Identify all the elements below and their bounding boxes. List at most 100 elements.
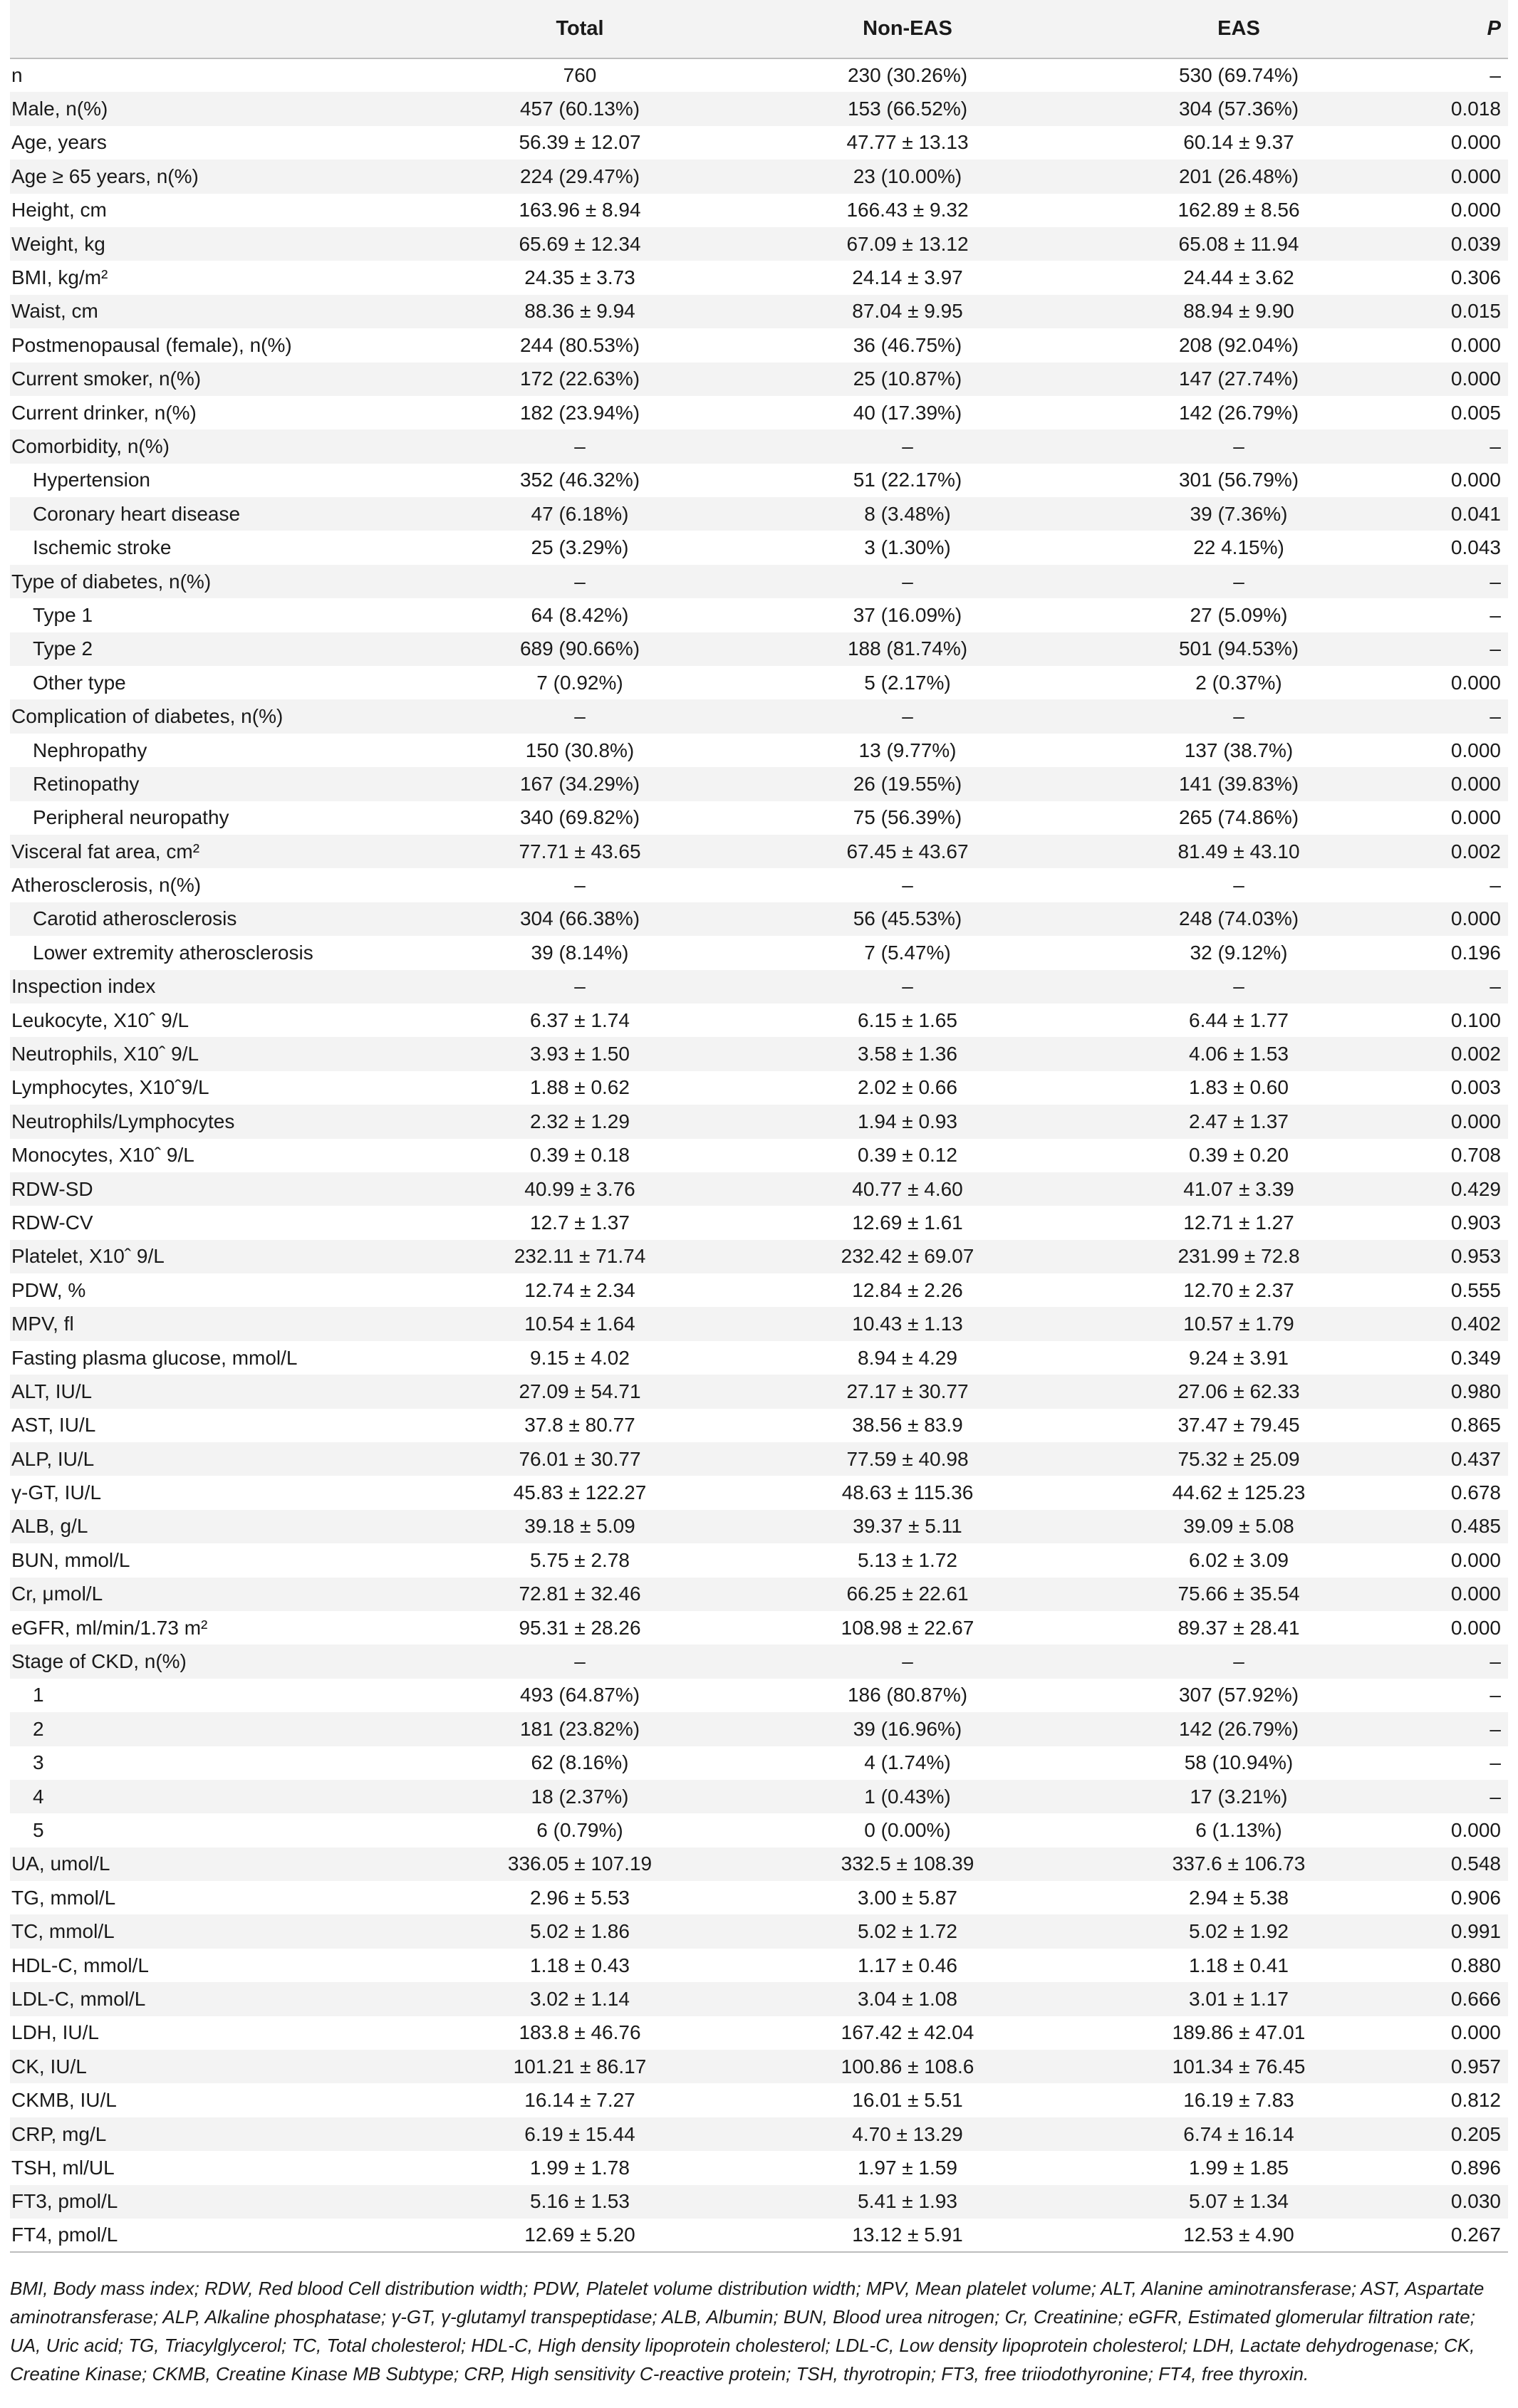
eas-value: 5.07 ± 1.34 <box>1189 2190 1289 2213</box>
noneas-value: 48.63 ± 115.36 <box>841 1481 974 1504</box>
row-label: Ischemic stroke <box>33 536 172 559</box>
noneas-value: 12.69 ± 1.61 <box>852 1211 963 1234</box>
noneas-value: 37 (16.09%) <box>853 603 962 626</box>
row-label: Stage of CKD, n(%) <box>11 1650 187 1673</box>
eas-value: – <box>1233 570 1244 593</box>
row-label: Waist, cm <box>11 300 98 323</box>
noneas-value: 39 (16.96%) <box>853 1717 962 1740</box>
row-label: Neutrophils/Lymphocytes <box>11 1110 235 1132</box>
noneas-value: 36 (46.75%) <box>853 333 962 356</box>
row-label: ALP, IU/L <box>11 1447 95 1470</box>
table-row: Platelet, X10ˆ 9/L 232.11 ± 71.74 232.42 ±… <box>10 1239 1508 1274</box>
total-value: 6.19 ± 15.44 <box>524 2122 635 2145</box>
p-value: 0.205 <box>1450 2122 1501 2145</box>
table-row: Current smoker, n(%) 172 (22.63%) 25 (10.8… <box>10 362 1508 396</box>
row-label: Nephropathy <box>33 739 147 761</box>
p-value: 0.043 <box>1450 536 1501 559</box>
total-value: 3.02 ± 1.14 <box>530 1987 630 2010</box>
noneas-value: 100.86 ± 108.6 <box>841 2055 974 2078</box>
row-label: Age ≥ 65 years, n(%) <box>11 165 199 187</box>
p-value: – <box>1490 434 1501 457</box>
table-body: n 760 230 (30.26%) 530 (69.74%) – Male, n(%) 4… <box>10 58 1508 2253</box>
table-row: RDW-CV 12.7 ± 1.37 12.69 ± 1.61 12.71 ± 1.2… <box>10 1206 1508 1239</box>
total-value: 37.8 ± 80.77 <box>524 1414 635 1437</box>
row-label: FT4, pmol/L <box>10 2219 466 2253</box>
header-row: Total Non-EAS EAS P <box>10 0 1508 59</box>
total-value: 172 (22.63%) <box>519 368 640 390</box>
total-value: 336.05 ± 107.19 <box>507 1852 653 1875</box>
eas-value: – <box>1233 1650 1244 1673</box>
table-row: TG, mmol/L 2.96 ± 5.53 3.00 ± 5.87 2.94 ± 5… <box>10 1881 1508 1914</box>
noneas-value: 25 (10.87%) <box>853 368 962 390</box>
table-row: Postmenopausal (female), n(%) 244 (80.53%… <box>10 328 1508 362</box>
row-label: FT3, pmol/L <box>11 2190 118 2213</box>
table-row: Leukocyte, X10ˆ 9/L 6.37 ± 1.74 6.15 ± 1.6… <box>10 1004 1508 1037</box>
noneas-value: 166.43 ± 9.32 <box>846 199 969 221</box>
row-label: UA, umol/L <box>11 1852 110 1875</box>
table-row: Carotid atherosclerosis 304 (66.38%) 56 (4… <box>10 902 1508 937</box>
p-value: 0.000 <box>1450 2021 1501 2044</box>
eas-value: 137 (38.7%) <box>1184 739 1294 761</box>
row-label: LDL-C, mmol/L <box>11 1987 146 2010</box>
total-value: 1.99 ± 1.78 <box>530 2156 630 2179</box>
eas-value: 4.06 ± 1.53 <box>1189 1043 1289 1065</box>
p-value: 0.402 <box>1450 1313 1501 1335</box>
table-row: γ-GT, IU/L 45.83 ± 122.27 48.63 ± 115.36 44… <box>10 1476 1508 1509</box>
total-value: 39 (8.14%) <box>531 941 629 964</box>
table-row: n 760 230 (30.26%) 530 (69.74%) – <box>10 58 1508 92</box>
total-value: 10.54 ± 1.64 <box>524 1313 635 1335</box>
table-row: Lower extremity atherosclerosis 39 (8.14%… <box>10 936 1508 969</box>
row-label: Peripheral neuropathy <box>33 806 229 829</box>
table-row: Visceral fat area, cm² 77.71 ± 43.65 67.45… <box>10 834 1508 869</box>
row-label: Visceral fat area, cm² <box>11 840 200 862</box>
p-value: 0.880 <box>1450 1954 1501 1976</box>
total-value: 224 (29.47%) <box>519 165 640 187</box>
total-value: 7 (0.92%) <box>536 671 623 694</box>
noneas-value: 230 (30.26%) <box>847 64 968 87</box>
table-row: Stage of CKD, n(%) – – – – <box>10 1645 1508 1679</box>
noneas-value: – <box>902 874 913 897</box>
table-row: FT3, pmol/L 5.16 ± 1.53 5.41 ± 1.93 5.07 ± … <box>10 2184 1508 2219</box>
row-label: Weight, kg <box>11 232 105 255</box>
noneas-value: 1.94 ± 0.93 <box>858 1110 957 1132</box>
p-value: 0.485 <box>1450 1515 1501 1538</box>
noneas-value: – <box>902 434 913 457</box>
table-row: Other type 7 (0.92%) 5 (2.17%) 2 (0.37%) 0.0… <box>10 666 1508 699</box>
p-value: 0.548 <box>1450 1852 1501 1875</box>
p-value: – <box>1490 1717 1501 1740</box>
eas-value: 75.66 ± 35.54 <box>1178 1583 1300 1605</box>
noneas-value: 47.77 ± 13.13 <box>846 131 969 154</box>
total-value: – <box>574 874 586 897</box>
total-value: 493 (64.87%) <box>519 1684 640 1706</box>
p-value: – <box>1490 603 1501 626</box>
total-value: 5.75 ± 2.78 <box>530 1548 630 1571</box>
p-value: 0.015 <box>1450 300 1501 323</box>
noneas-value: 38.56 ± 83.9 <box>852 1414 963 1437</box>
eas-value: 2 (0.37%) <box>1195 671 1282 694</box>
noneas-value: 167.42 ± 42.04 <box>841 2021 974 2044</box>
eas-value: 37.47 ± 79.45 <box>1178 1414 1300 1437</box>
noneas-value: 75 (56.39%) <box>853 806 962 829</box>
row-label: Cr, μmol/L <box>11 1583 103 1605</box>
row-label: 1 <box>33 1684 44 1706</box>
eas-value: 81.49 ± 43.10 <box>1178 840 1300 862</box>
table-row: LDH, IU/L 183.8 ± 46.76 167.42 ± 42.04 189.… <box>10 2016 1508 2050</box>
p-value: 0.000 <box>1450 739 1501 761</box>
eas-value: 304 (57.36%) <box>1178 98 1299 120</box>
row-label: CRP, mg/L <box>11 2122 107 2145</box>
table-row: MPV, fl 10.54 ± 1.64 10.43 ± 1.13 10.57 ± 1… <box>10 1307 1508 1341</box>
total-value: 5.02 ± 1.86 <box>530 1920 630 1943</box>
noneas-value: 6.15 ± 1.65 <box>858 1008 957 1031</box>
noneas-value: 1 (0.43%) <box>864 1785 951 1808</box>
total-value: 6 (0.79%) <box>536 1819 623 1841</box>
row-label: Type 2 <box>33 637 93 660</box>
total-value: 62 (8.16%) <box>531 1751 629 1774</box>
eas-value: 24.44 ± 3.62 <box>1183 266 1294 289</box>
header-eas: EAS <box>1121 0 1356 59</box>
row-label: Neutrophils, X10ˆ 9/L <box>11 1043 199 1065</box>
total-value: 12.69 ± 5.20 <box>466 2219 694 2253</box>
row-label: BMI, kg/m² <box>11 266 108 289</box>
noneas-value: 3.58 ± 1.36 <box>858 1043 957 1065</box>
total-value: – <box>574 1650 586 1673</box>
